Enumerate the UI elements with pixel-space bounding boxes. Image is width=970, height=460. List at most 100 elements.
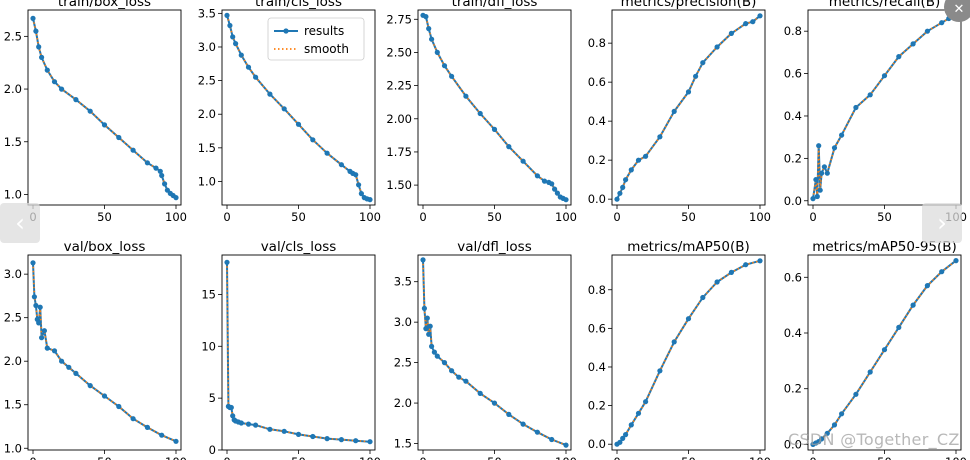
close-button[interactable]: ✕ — [944, 0, 970, 22]
results-point — [814, 193, 820, 200]
results-point — [295, 121, 302, 127]
results-point — [267, 426, 273, 432]
chart-panel-3: train/dfl_loss 0 50 100 1.50 1.75 2.00 2.25 2.50… — [386, 0, 577, 224]
x-tick-label: 50 — [291, 210, 306, 224]
results-point — [245, 64, 252, 70]
results-point — [144, 160, 150, 166]
y-tick-label: 0.0 — [588, 192, 606, 206]
results-point — [441, 360, 448, 366]
results-point — [39, 54, 45, 61]
results-point — [59, 358, 65, 364]
y-tick-label: 2.0 — [4, 354, 22, 368]
results-point — [816, 143, 822, 149]
results-point — [157, 168, 163, 174]
results-point — [824, 430, 830, 436]
results-point — [51, 348, 58, 354]
chart-title: val/box_loss — [64, 239, 146, 255]
carousel-next-button[interactable]: › — [922, 203, 962, 243]
chart-title: train/dfl_loss — [452, 0, 538, 10]
y-tick-label: 1.0 — [198, 174, 216, 188]
y-tick-label: 2.00 — [386, 112, 412, 126]
results-point — [757, 258, 763, 264]
results-point — [420, 257, 426, 263]
smooth-line — [616, 260, 761, 445]
results-point — [614, 196, 620, 202]
results-point — [623, 177, 629, 183]
results-point — [620, 435, 626, 441]
y-tick-label: 0.8 — [588, 36, 606, 50]
results-point — [635, 157, 642, 163]
results-point — [73, 97, 79, 103]
results-point — [685, 89, 692, 95]
results-point — [477, 390, 483, 396]
smooth-line — [226, 262, 371, 443]
y-tick-label: 3.0 — [198, 40, 216, 54]
results-point — [853, 104, 859, 111]
results-point — [635, 410, 642, 416]
x-tick-label: 50 — [681, 455, 696, 460]
results-point — [101, 393, 108, 399]
y-tick-label: 5 — [209, 391, 216, 405]
results-point — [743, 262, 749, 268]
results-point — [628, 167, 634, 173]
chevron-left-icon: ‹ — [15, 209, 25, 237]
results-point — [910, 41, 916, 47]
smooth-line — [422, 259, 567, 446]
y-tick-label: 10 — [201, 339, 216, 353]
chart-panel-10: metrics/mAP50-95(B) 0 50 100 0.0 0.2 0.4 0.6 — [784, 239, 967, 460]
results-point — [541, 178, 548, 184]
results-point — [520, 158, 526, 164]
x-tick-label: 100 — [945, 455, 967, 460]
results-point — [657, 368, 663, 374]
results-point — [324, 150, 330, 156]
y-tick-label: 2.50 — [386, 45, 412, 59]
y-tick-label: 1.5 — [4, 135, 22, 149]
chart-title: train/box_loss — [58, 0, 151, 10]
results-point — [37, 304, 43, 310]
carousel-prev-button[interactable]: ‹ — [0, 203, 40, 243]
results-point — [824, 170, 830, 176]
results-line — [616, 15, 761, 200]
results-point — [491, 400, 498, 406]
results-point — [30, 260, 36, 266]
legend-smooth-label: smooth — [304, 42, 349, 56]
results-point — [101, 122, 108, 128]
y-tick-label: 0.6 — [784, 67, 802, 81]
y-tick-label: 1.0 — [4, 441, 22, 455]
results-point — [617, 439, 623, 445]
results-point — [238, 52, 244, 58]
legend-results-marker — [283, 28, 289, 34]
chevron-right-icon: › — [937, 209, 947, 237]
smooth-line — [812, 15, 957, 199]
y-tick-label: 2.5 — [198, 74, 216, 88]
x-tick-label: 0 — [29, 455, 36, 460]
results-point — [173, 195, 179, 201]
y-tick-label: 2.0 — [198, 107, 216, 121]
results-point — [358, 191, 364, 197]
results-point — [431, 349, 437, 355]
chart-panel-2: train/cls_loss 0 50 100 1.0 1.5 2.0 2.5 3.0 3.5 re… — [198, 0, 381, 224]
results-point — [238, 420, 244, 426]
results-point — [700, 294, 706, 301]
results-line — [422, 259, 567, 447]
smooth-line — [812, 259, 957, 446]
chart-title: train/cls_loss — [255, 0, 342, 10]
legend-results-label: results — [304, 24, 344, 38]
results-point — [267, 91, 273, 97]
results-point — [628, 422, 634, 428]
results-point — [623, 432, 629, 438]
y-tick-label: 1.50 — [386, 178, 412, 192]
y-tick-label: 3.0 — [394, 315, 412, 329]
results-point — [817, 187, 823, 193]
results-point — [33, 28, 39, 34]
y-tick-label: 1.75 — [386, 145, 412, 159]
results-point — [66, 364, 72, 370]
results-point — [456, 374, 462, 380]
y-tick-label: 2.0 — [394, 396, 412, 410]
results-line — [32, 18, 177, 199]
results-point — [953, 258, 959, 264]
results-point — [338, 162, 344, 168]
results-point — [563, 197, 569, 203]
results-point — [39, 335, 45, 341]
y-tick-label: 0.2 — [784, 382, 802, 396]
